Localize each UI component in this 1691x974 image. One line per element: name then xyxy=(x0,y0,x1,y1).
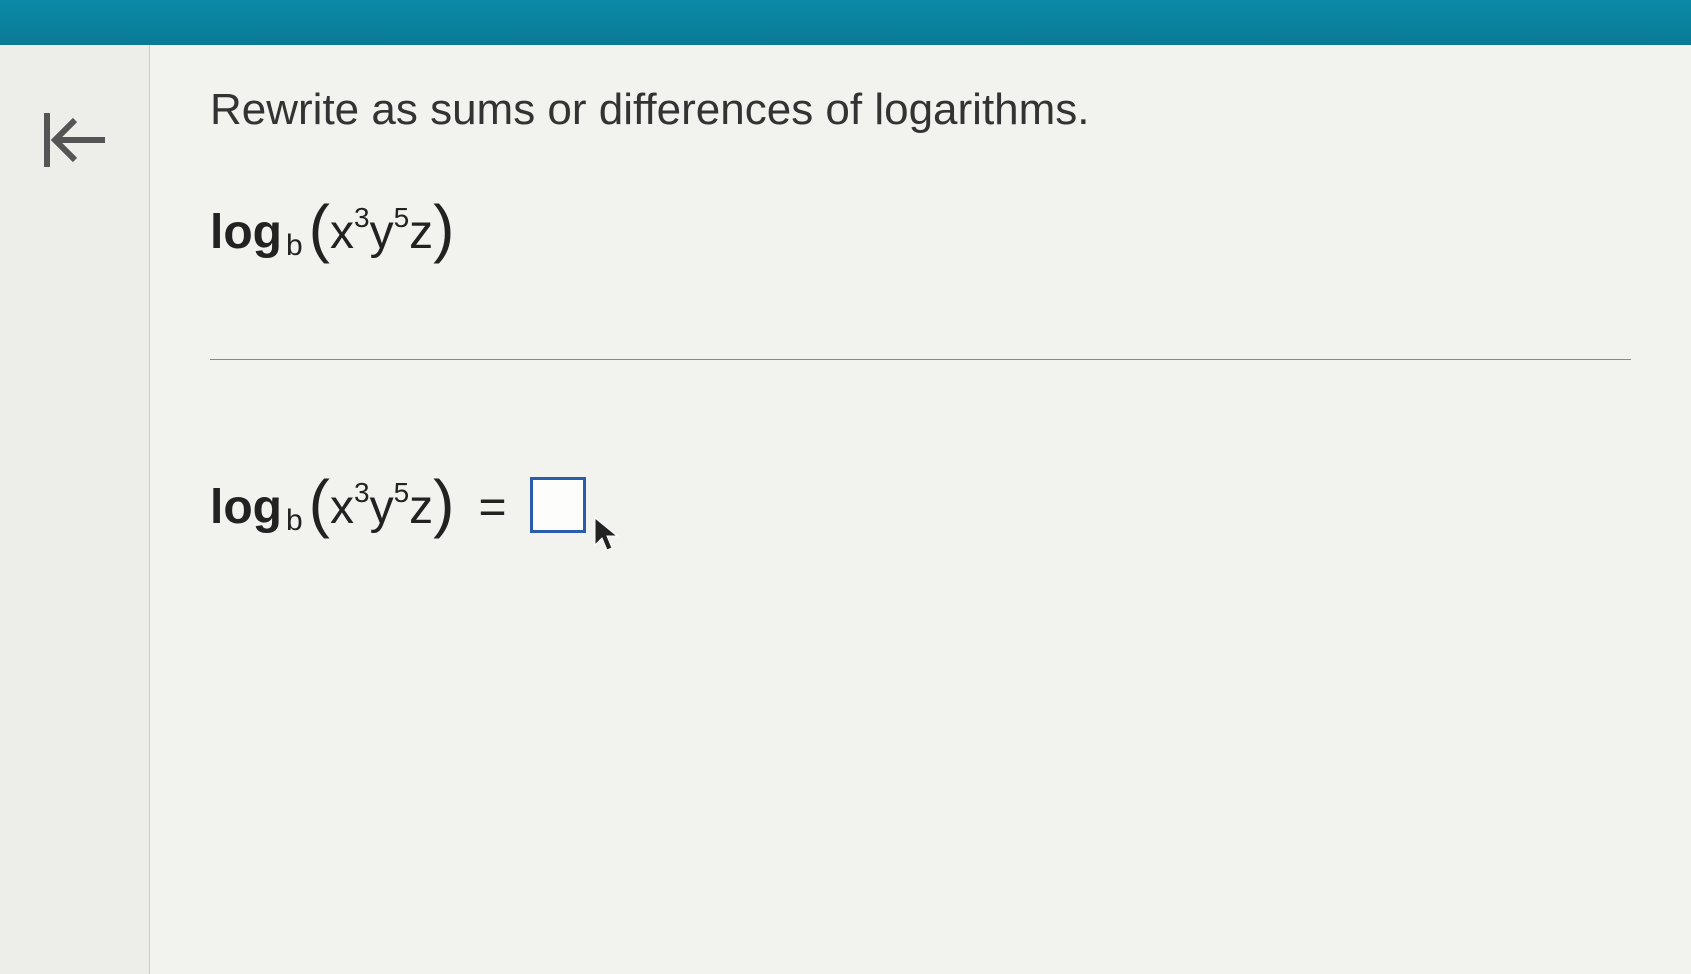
log-label: log xyxy=(210,205,282,260)
given-expression: log b ( x 3 y 5 z ) xyxy=(210,195,1631,269)
answer-input[interactable] xyxy=(530,477,586,533)
equals-sign: = xyxy=(478,480,506,535)
answer-log-label: log xyxy=(210,480,282,535)
variable-z: z xyxy=(409,205,433,260)
answer-variable-y: y xyxy=(370,480,394,535)
instruction-text: Rewrite as sums or differences of logari… xyxy=(210,85,1631,135)
paren-open: ( xyxy=(309,191,330,265)
section-divider xyxy=(210,359,1631,360)
cursor-icon xyxy=(592,512,622,567)
back-icon[interactable] xyxy=(35,105,115,180)
question-panel: Rewrite as sums or differences of logari… xyxy=(150,45,1691,974)
main-content: Rewrite as sums or differences of logari… xyxy=(0,45,1691,974)
header-bar xyxy=(0,0,1691,45)
variable-y: y xyxy=(370,205,394,260)
answer-exponent-y: 5 xyxy=(394,477,410,509)
answer-variable-x: x xyxy=(330,480,354,535)
exponent-y: 5 xyxy=(394,202,410,234)
paren-close: ) xyxy=(433,191,454,265)
exponent-x: 3 xyxy=(354,202,370,234)
answer-variable-z: z xyxy=(409,480,433,535)
answer-paren-close: ) xyxy=(433,466,454,540)
answer-row: log b ( x 3 y 5 z ) = xyxy=(210,470,1631,544)
answer-log-base: b xyxy=(286,504,303,538)
answer-exponent-x: 3 xyxy=(354,477,370,509)
log-base: b xyxy=(286,229,303,263)
answer-paren-open: ( xyxy=(309,466,330,540)
variable-x: x xyxy=(330,205,354,260)
left-sidebar xyxy=(0,45,150,974)
